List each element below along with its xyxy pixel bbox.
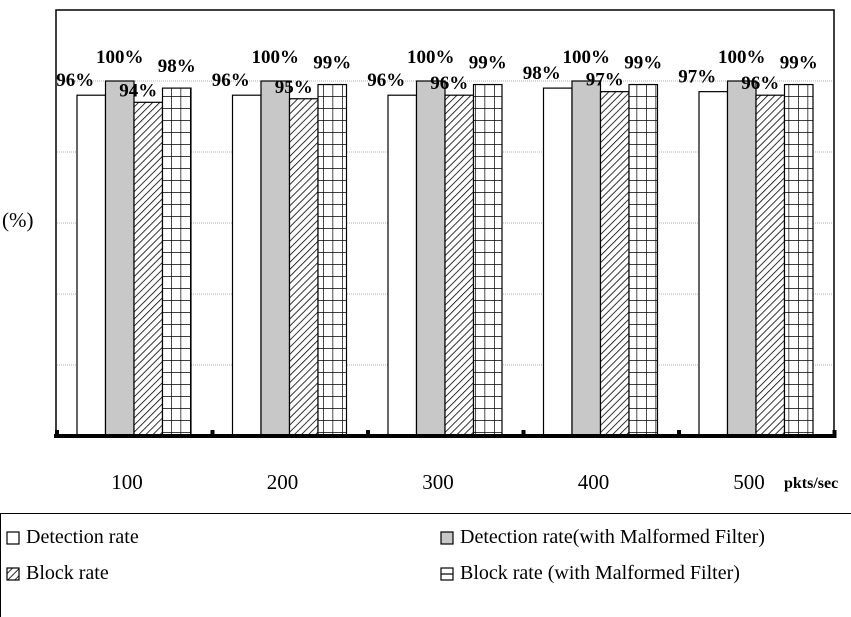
legend-item-detection-rate-filter: Detection rate(with Malformed Filter) bbox=[440, 526, 765, 549]
data-label: 98% bbox=[523, 63, 561, 84]
bar bbox=[571, 80, 602, 437]
data-label: 96% bbox=[367, 70, 405, 91]
y-axis-label: (%) bbox=[2, 208, 34, 232]
data-label: 96% bbox=[56, 70, 94, 91]
bars bbox=[76, 80, 814, 437]
bar bbox=[76, 94, 107, 437]
legend-label: Detection rate(with Malformed Filter) bbox=[460, 526, 765, 548]
value-labels: 96%100%94%98%96%100%95%99%96%100%96%99%9… bbox=[56, 47, 818, 101]
bar bbox=[755, 94, 786, 437]
bar bbox=[161, 87, 192, 437]
grid-square-icon bbox=[440, 566, 454, 581]
bar bbox=[599, 91, 630, 437]
data-label: 100% bbox=[96, 47, 144, 68]
x-tick-labels: 100 200 300 400 500 bbox=[111, 470, 765, 494]
legend-label: Detection rate bbox=[26, 526, 139, 548]
bar bbox=[317, 83, 348, 437]
bar-chart: 96%100%94%98%96%100%95%99%96%100%96%99%9… bbox=[54, 9, 837, 494]
legend-label: Block rate (with Malformed Filter) bbox=[460, 562, 740, 584]
x-axis-unit-label: pkts/sec bbox=[784, 475, 839, 492]
x-tick-label: 500 bbox=[733, 470, 765, 494]
bar bbox=[698, 91, 729, 437]
data-label: 99% bbox=[780, 53, 818, 74]
bar bbox=[783, 83, 814, 437]
bar bbox=[726, 80, 757, 437]
x-tick-label: 300 bbox=[422, 470, 454, 494]
legend-label: Block rate bbox=[26, 562, 109, 584]
bar bbox=[260, 80, 291, 437]
data-label: 96% bbox=[212, 70, 250, 91]
bar bbox=[104, 80, 135, 437]
legend: Detection rate Detection rate(with Malfo… bbox=[0, 513, 851, 617]
bar bbox=[628, 83, 659, 437]
bar bbox=[415, 80, 446, 437]
legend-item-block-rate: Block rate bbox=[6, 562, 109, 585]
data-label: 100% bbox=[563, 47, 611, 68]
data-label: 100% bbox=[718, 47, 766, 68]
legend-frame bbox=[0, 513, 851, 617]
legend-item-block-rate-filter: Block rate (with Malformed Filter) bbox=[440, 562, 740, 585]
x-tick-label: 100 bbox=[111, 470, 143, 494]
data-label: 98% bbox=[158, 56, 196, 77]
data-label: 96% bbox=[741, 73, 779, 94]
data-label: 99% bbox=[313, 53, 351, 74]
gray-square-icon bbox=[440, 530, 454, 545]
bar bbox=[472, 83, 503, 437]
data-label: 100% bbox=[407, 47, 455, 68]
bar bbox=[387, 94, 418, 437]
x-tick-label: 200 bbox=[267, 470, 299, 494]
data-label: 95% bbox=[275, 77, 313, 98]
bar bbox=[231, 94, 262, 437]
x-tick-label: 400 bbox=[578, 470, 610, 494]
bar bbox=[542, 87, 573, 437]
data-label: 96% bbox=[430, 73, 468, 94]
x-axis-ticks bbox=[55, 430, 837, 438]
data-label: 99% bbox=[624, 53, 662, 74]
data-label: 94% bbox=[119, 80, 157, 101]
legend-item-detection-rate: Detection rate bbox=[6, 526, 139, 549]
hatched-square-icon bbox=[6, 566, 20, 581]
white-square-icon bbox=[6, 530, 20, 545]
bar bbox=[133, 101, 164, 437]
bar bbox=[444, 94, 475, 437]
data-label: 97% bbox=[678, 67, 716, 88]
data-label: 97% bbox=[586, 70, 624, 91]
bar bbox=[288, 98, 319, 437]
data-label: 100% bbox=[252, 47, 300, 68]
data-label: 99% bbox=[469, 53, 507, 74]
